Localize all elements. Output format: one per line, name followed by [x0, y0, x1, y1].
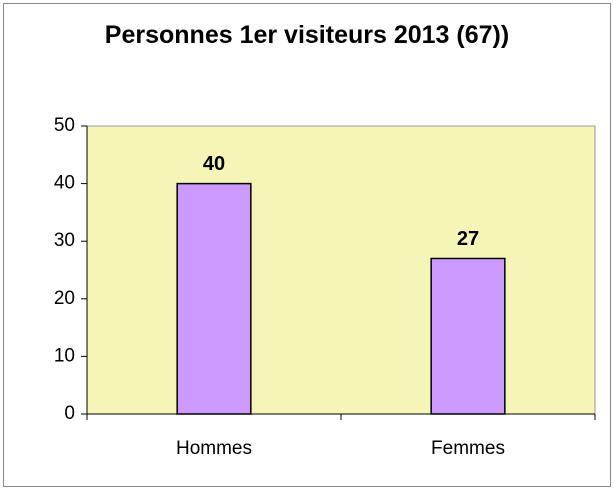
y-tick-label: 20	[54, 288, 75, 309]
y-tick-label: 50	[54, 115, 75, 136]
chart-title: Personnes 1er visiteurs 2013 (67))	[104, 21, 510, 49]
bar	[176, 182, 252, 415]
y-tick-label: 0	[64, 403, 75, 424]
bar	[430, 257, 506, 415]
x-tick-label: Hommes	[176, 438, 252, 459]
y-tick-label: 30	[54, 230, 75, 251]
x-tick-label: Femmes	[431, 438, 505, 459]
y-tick-label: 10	[54, 345, 75, 366]
value-label: 27	[457, 228, 479, 250]
value-label: 40	[203, 153, 225, 175]
y-tick-label: 40	[54, 173, 75, 194]
plot-area	[86, 125, 596, 415]
